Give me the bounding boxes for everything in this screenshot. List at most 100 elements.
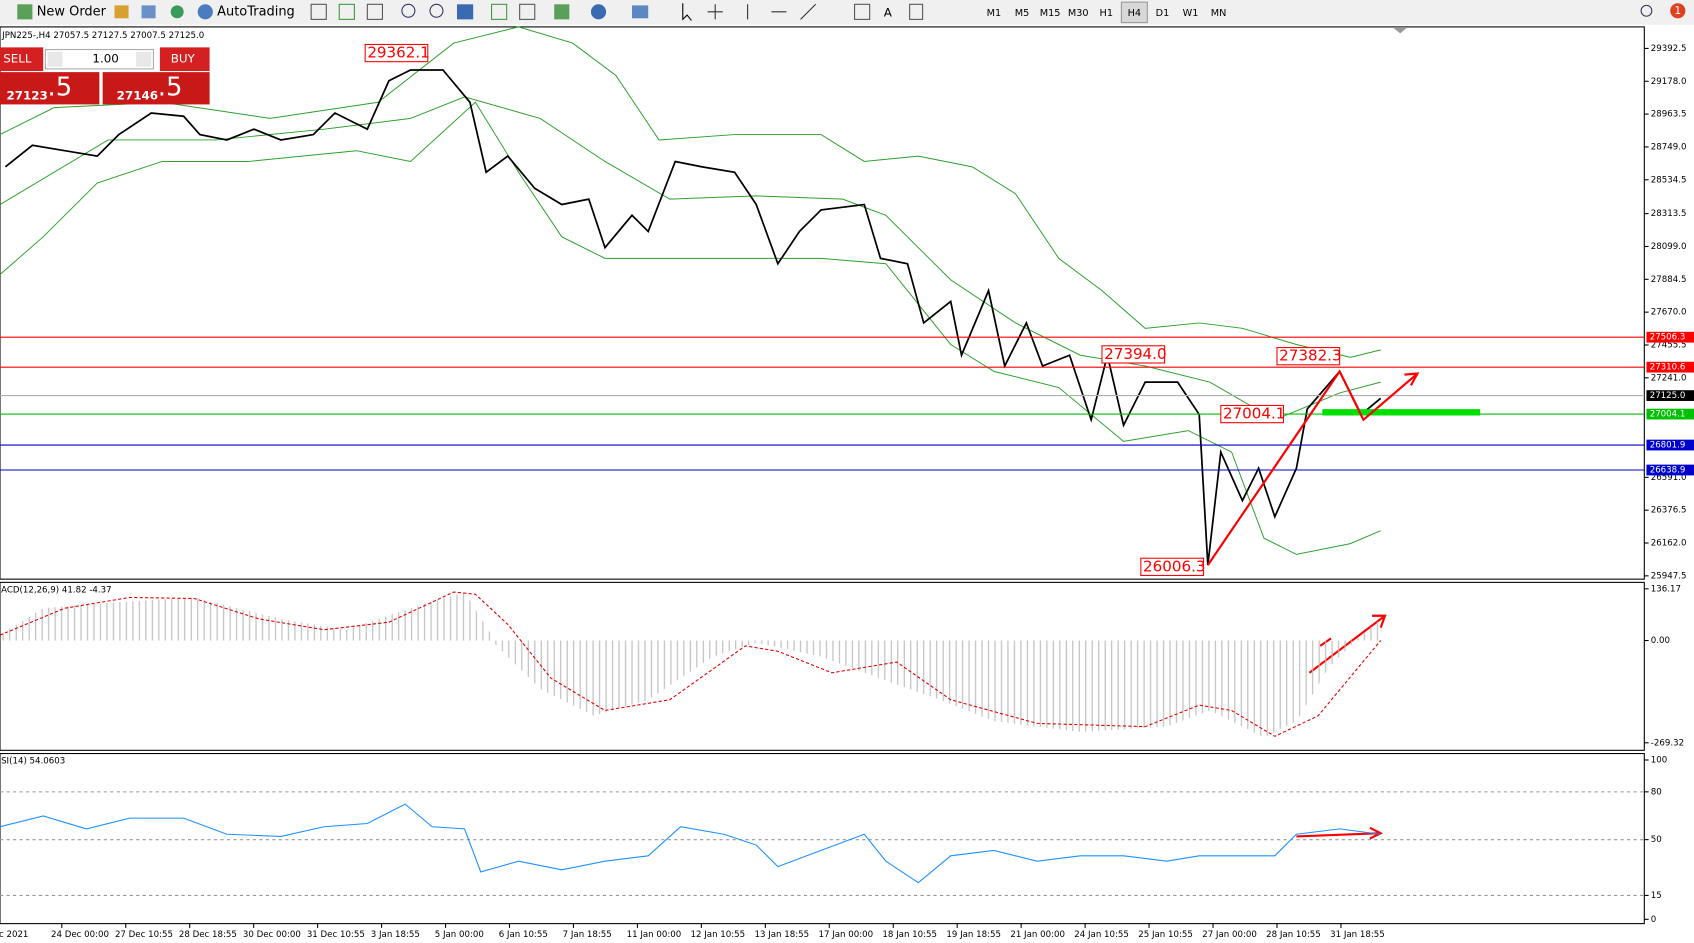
- timeframe[interactable]: M5: [1015, 8, 1030, 19]
- auto-trading-icon[interactable]: [197, 4, 213, 20]
- x-tick-label: 19 Jan 18:55: [946, 930, 1001, 940]
- one-click-trading: [0, 47, 210, 105]
- y-tick-label: 80: [1651, 787, 1662, 797]
- tool-icon[interactable]: [338, 3, 355, 20]
- price-annotation-box: [1140, 557, 1205, 577]
- x-tick-label: 27 Dec 10:55: [115, 930, 173, 940]
- bid-box[interactable]: [0, 72, 100, 105]
- timeframe[interactable]: M15: [1040, 8, 1061, 19]
- timeframe[interactable]: W1: [1183, 8, 1199, 19]
- price-annotation-box: [1276, 347, 1341, 366]
- shift-marker: [1393, 27, 1407, 34]
- tool-icon[interactable]: [366, 3, 383, 20]
- tool-icon[interactable]: [310, 3, 327, 20]
- bid-tail: .5: [48, 73, 73, 103]
- y-tick-label: 29392.5: [1651, 44, 1687, 54]
- buy-button[interactable]: [159, 47, 210, 72]
- x-tick-label: 25 Jan 10:55: [1138, 930, 1193, 940]
- buy-label[interactable]: BUY: [171, 52, 196, 66]
- x-tick-label: 31 Jan 18:55: [1330, 930, 1385, 940]
- tool-icon[interactable]: [909, 3, 924, 20]
- text-tool[interactable]: A: [884, 5, 893, 19]
- price-level-label: 26801.9: [1650, 441, 1686, 451]
- y-tick-label: 0: [1651, 915, 1656, 925]
- timeframe[interactable]: H4: [1128, 8, 1141, 19]
- main-chart: 29392.5 29178.0 28963.5 28749.0 28534.5 28313…: [0, 44, 1694, 581]
- tool-icon[interactable]: [554, 4, 570, 20]
- x-tick-label: 24 Dec 00:00: [51, 930, 109, 940]
- price-annotation: 27394.0: [1104, 345, 1166, 363]
- timeframe[interactable]: D1: [1156, 8, 1170, 19]
- tool-icon[interactable]: [491, 3, 508, 20]
- timeframe[interactable]: H1: [1100, 8, 1113, 19]
- price-level-tag: [1646, 390, 1694, 401]
- y-tick-label: 27455.5: [1651, 340, 1687, 350]
- x-tick-label: Dec 2021: [0, 930, 28, 940]
- lot-up[interactable]: [136, 51, 152, 67]
- x-tick-label: 18 Jan 10:55: [882, 930, 937, 940]
- toolbar: [0, 0, 1694, 25]
- price-level-tag: [1646, 464, 1694, 476]
- zoom-out[interactable]: [429, 3, 444, 18]
- x-tick-label: 24 Jan 10:55: [1074, 930, 1129, 940]
- timeframe[interactable]: M1: [987, 8, 1002, 19]
- timeframe[interactable]: M30: [1068, 8, 1089, 19]
- tool-icon[interactable]: [519, 3, 536, 20]
- time-axis: Dec 2021 24 Dec 00:00 27 Dec 10:55 28 Dec 1…: [0, 923, 1385, 940]
- tool-icon[interactable]: [456, 4, 474, 20]
- macd-histogram: [0, 592, 1381, 738]
- price-level-label: 27310.6: [1650, 363, 1686, 373]
- price-level-tag: [1646, 439, 1694, 451]
- y-tick-label: 28963.5: [1651, 110, 1687, 120]
- x-tick-label: 5 Jan 00:00: [435, 930, 484, 940]
- tool-icon[interactable]: [854, 3, 871, 20]
- x-tick-label: 28 Jan 10:55: [1266, 930, 1321, 940]
- notification-count: 1: [1674, 4, 1681, 17]
- active-timeframe: [1120, 1, 1148, 24]
- y-tick-label: 28099.0: [1651, 242, 1687, 252]
- x-tick-label: 12 Jan 10:55: [691, 930, 746, 940]
- new-order-icon[interactable]: [17, 4, 33, 20]
- y-tick-label: -269.32: [1651, 738, 1684, 748]
- sell-button[interactable]: [0, 47, 44, 72]
- price-level-label: 27506.3: [1650, 333, 1686, 343]
- y-tick-label: 28313.5: [1651, 209, 1687, 219]
- timeframe[interactable]: MN: [1211, 8, 1227, 19]
- tool-icon[interactable]: [632, 5, 649, 19]
- line-tools[interactable]: [747, 3, 817, 20]
- lot-value[interactable]: 1.00: [92, 52, 118, 66]
- price-annotation-box: [1220, 404, 1285, 424]
- y-tick-label: 27241.0: [1651, 373, 1687, 383]
- new-order[interactable]: New Order: [37, 4, 107, 19]
- y-tick-label: 28534.5: [1651, 175, 1687, 185]
- search-icon[interactable]: [1640, 4, 1653, 17]
- price-level-tag: [1646, 331, 1694, 343]
- notifications[interactable]: [1670, 3, 1686, 19]
- zoom-in[interactable]: [401, 3, 416, 18]
- tool-icon[interactable]: [590, 4, 607, 20]
- tool-icon[interactable]: [141, 5, 156, 19]
- macd-label: ACD(12,26,9) 41.82 -4.37: [1, 585, 112, 595]
- rsi-chart: 100 80 50 15 0: [0, 755, 1667, 925]
- y-tick-label: 100: [1651, 755, 1667, 765]
- ask-main: 27146: [117, 88, 158, 102]
- y-tick-label: 50: [1651, 835, 1662, 845]
- price-annotation: 29362.1: [367, 44, 429, 62]
- auto-trading[interactable]: AutoTrading: [217, 4, 295, 19]
- tool-icon[interactable]: [170, 5, 184, 19]
- crosshair-icon[interactable]: [707, 4, 723, 20]
- x-tick-label: 21 Jan 00:00: [1010, 930, 1065, 940]
- x-tick-label: 28 Dec 18:55: [179, 930, 237, 940]
- x-tick-label: 3 Jan 18:55: [371, 930, 420, 940]
- lot-down[interactable]: [47, 51, 63, 67]
- sell-label[interactable]: SELL: [3, 52, 32, 66]
- ask-box[interactable]: [102, 72, 210, 105]
- y-tick-label: 25947.5: [1651, 571, 1687, 581]
- bollinger-bands: [0, 26, 1381, 555]
- cursor-icon[interactable]: [682, 3, 692, 21]
- lot-input[interactable]: [44, 48, 154, 70]
- rsi-line: [0, 803, 1381, 884]
- tool-icon[interactable]: [114, 5, 129, 19]
